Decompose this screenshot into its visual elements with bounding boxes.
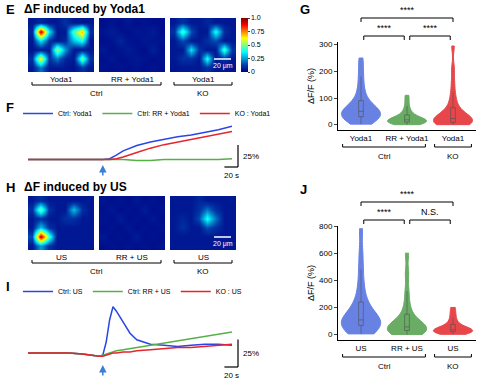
svg-text:I: I xyxy=(6,279,10,294)
svg-text:100: 100 xyxy=(319,94,333,103)
svg-text:ΔF/F (%): ΔF/F (%) xyxy=(306,68,316,104)
svg-text:RR + US: RR + US xyxy=(116,253,148,262)
svg-text:US: US xyxy=(355,344,366,353)
svg-text:1.0: 1.0 xyxy=(251,14,261,21)
svg-text:0.5: 0.5 xyxy=(251,41,261,48)
svg-text:US: US xyxy=(447,344,458,353)
svg-text:US: US xyxy=(198,253,209,262)
svg-text:Yoda1: Yoda1 xyxy=(50,75,73,84)
svg-text:US: US xyxy=(56,253,67,262)
svg-text:****: **** xyxy=(423,23,438,33)
svg-text:20 s: 20 s xyxy=(224,171,239,180)
svg-text:600: 600 xyxy=(319,249,333,258)
svg-text:RR + US: RR + US xyxy=(391,344,423,353)
svg-text:300: 300 xyxy=(319,40,333,49)
svg-text:Ctrl: RR + Yoda1: Ctrl: RR + Yoda1 xyxy=(137,110,189,117)
svg-text:400: 400 xyxy=(319,276,333,285)
svg-text:G: G xyxy=(300,2,310,17)
svg-text:KO : US: KO : US xyxy=(216,288,242,295)
svg-text:0.75: 0.75 xyxy=(251,28,265,35)
svg-text:Yoda1: Yoda1 xyxy=(442,134,465,143)
svg-text:200: 200 xyxy=(319,303,333,312)
svg-text:Ctrl: Ctrl xyxy=(90,89,103,98)
svg-text:Ctrl: Ctrl xyxy=(378,362,391,371)
svg-text:KO : Yoda1: KO : Yoda1 xyxy=(235,110,271,117)
svg-text:25%: 25% xyxy=(243,349,259,358)
svg-text:ΔF induced by Yoda1: ΔF induced by Yoda1 xyxy=(24,2,145,16)
svg-text:0: 0 xyxy=(328,330,333,339)
svg-text:Ctrl: US: Ctrl: US xyxy=(58,288,83,295)
svg-text:ΔF induced by US: ΔF induced by US xyxy=(24,180,127,194)
svg-text:800: 800 xyxy=(319,222,333,231)
svg-text:0: 0 xyxy=(251,68,255,75)
svg-text:25%: 25% xyxy=(243,152,259,161)
svg-text:Ctrl: Ctrl xyxy=(90,267,103,276)
svg-text:****: **** xyxy=(400,189,415,199)
svg-text:H: H xyxy=(6,180,15,195)
svg-text:ΔF/F (%): ΔF/F (%) xyxy=(306,265,316,301)
svg-text:0: 0 xyxy=(328,120,333,129)
svg-text:Ctrl: RR + US: Ctrl: RR + US xyxy=(128,288,171,295)
svg-text:****: **** xyxy=(400,5,415,15)
svg-text:Ctrl: Yoda1: Ctrl: Yoda1 xyxy=(58,110,92,117)
svg-text:20 s: 20 s xyxy=(224,371,239,380)
svg-text:KO: KO xyxy=(447,362,459,371)
svg-text:RR + Yoda1: RR + Yoda1 xyxy=(111,75,154,84)
svg-text:KO: KO xyxy=(197,89,209,98)
svg-text:Ctrl: Ctrl xyxy=(378,152,391,161)
svg-text:Yoda1: Yoda1 xyxy=(350,134,373,143)
svg-text:****: **** xyxy=(377,207,392,217)
svg-text:200: 200 xyxy=(319,67,333,76)
svg-text:****: **** xyxy=(377,23,392,33)
svg-text:20 μm: 20 μm xyxy=(213,240,233,248)
svg-text:E: E xyxy=(6,2,15,17)
svg-text:RR + Yoda1: RR + Yoda1 xyxy=(386,134,429,143)
svg-text:F: F xyxy=(6,100,14,115)
svg-text:N.S.: N.S. xyxy=(421,207,439,217)
svg-text:KO: KO xyxy=(447,152,459,161)
svg-text:J: J xyxy=(300,182,307,197)
svg-text:20 μm: 20 μm xyxy=(213,62,233,70)
svg-text:0.25: 0.25 xyxy=(251,55,265,62)
svg-text:Yoda1: Yoda1 xyxy=(192,75,215,84)
svg-text:KO: KO xyxy=(197,267,209,276)
